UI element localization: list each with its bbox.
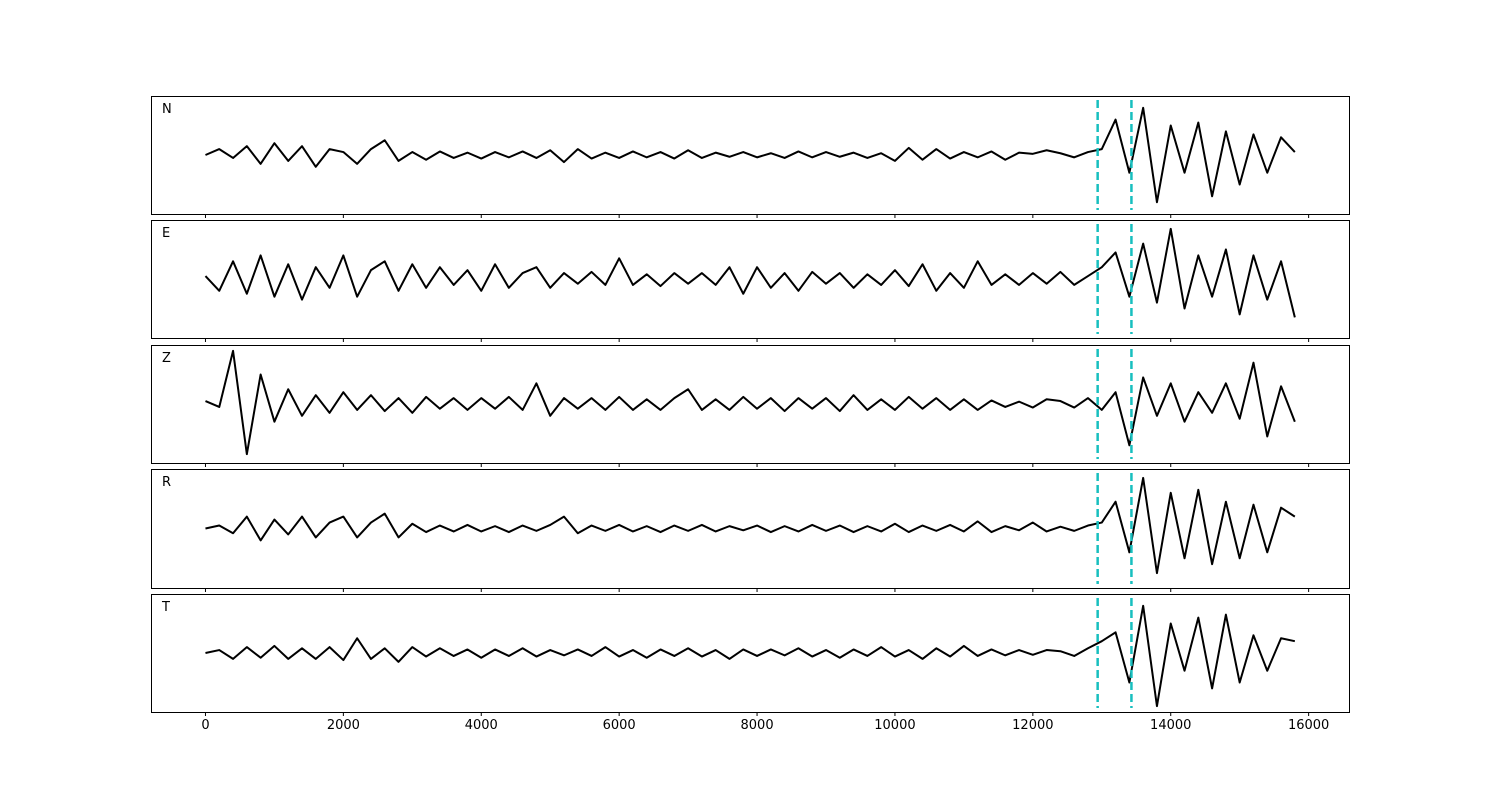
- panel-label: T: [161, 600, 170, 615]
- x-tick-label: 12000: [1012, 718, 1053, 733]
- x-tick-label: 8000: [741, 718, 774, 733]
- waveform: [205, 106, 1296, 204]
- waveform: [205, 604, 1296, 708]
- panel-frame: [151, 594, 1350, 713]
- waveform: [205, 476, 1296, 575]
- panel-label: Z: [162, 351, 171, 366]
- x-tick-label: 6000: [603, 718, 636, 733]
- x-tick-label: 0: [201, 718, 209, 733]
- x-tick-label: 10000: [874, 718, 915, 733]
- panel-label: N: [162, 102, 172, 117]
- panel-frame: [151, 220, 1350, 339]
- panel-label: R: [162, 475, 171, 490]
- panel-label: E: [162, 226, 170, 241]
- x-tick-label: 16000: [1288, 718, 1329, 733]
- x-tick-label: 4000: [465, 718, 498, 733]
- panel-frame: [151, 345, 1350, 464]
- panel-frame: [151, 96, 1350, 215]
- x-tick-label: 2000: [327, 718, 360, 733]
- panel-frame: [151, 469, 1350, 589]
- waveform: [205, 349, 1296, 456]
- x-tick-label: 14000: [1150, 718, 1191, 733]
- waveform: [204, 227, 1296, 318]
